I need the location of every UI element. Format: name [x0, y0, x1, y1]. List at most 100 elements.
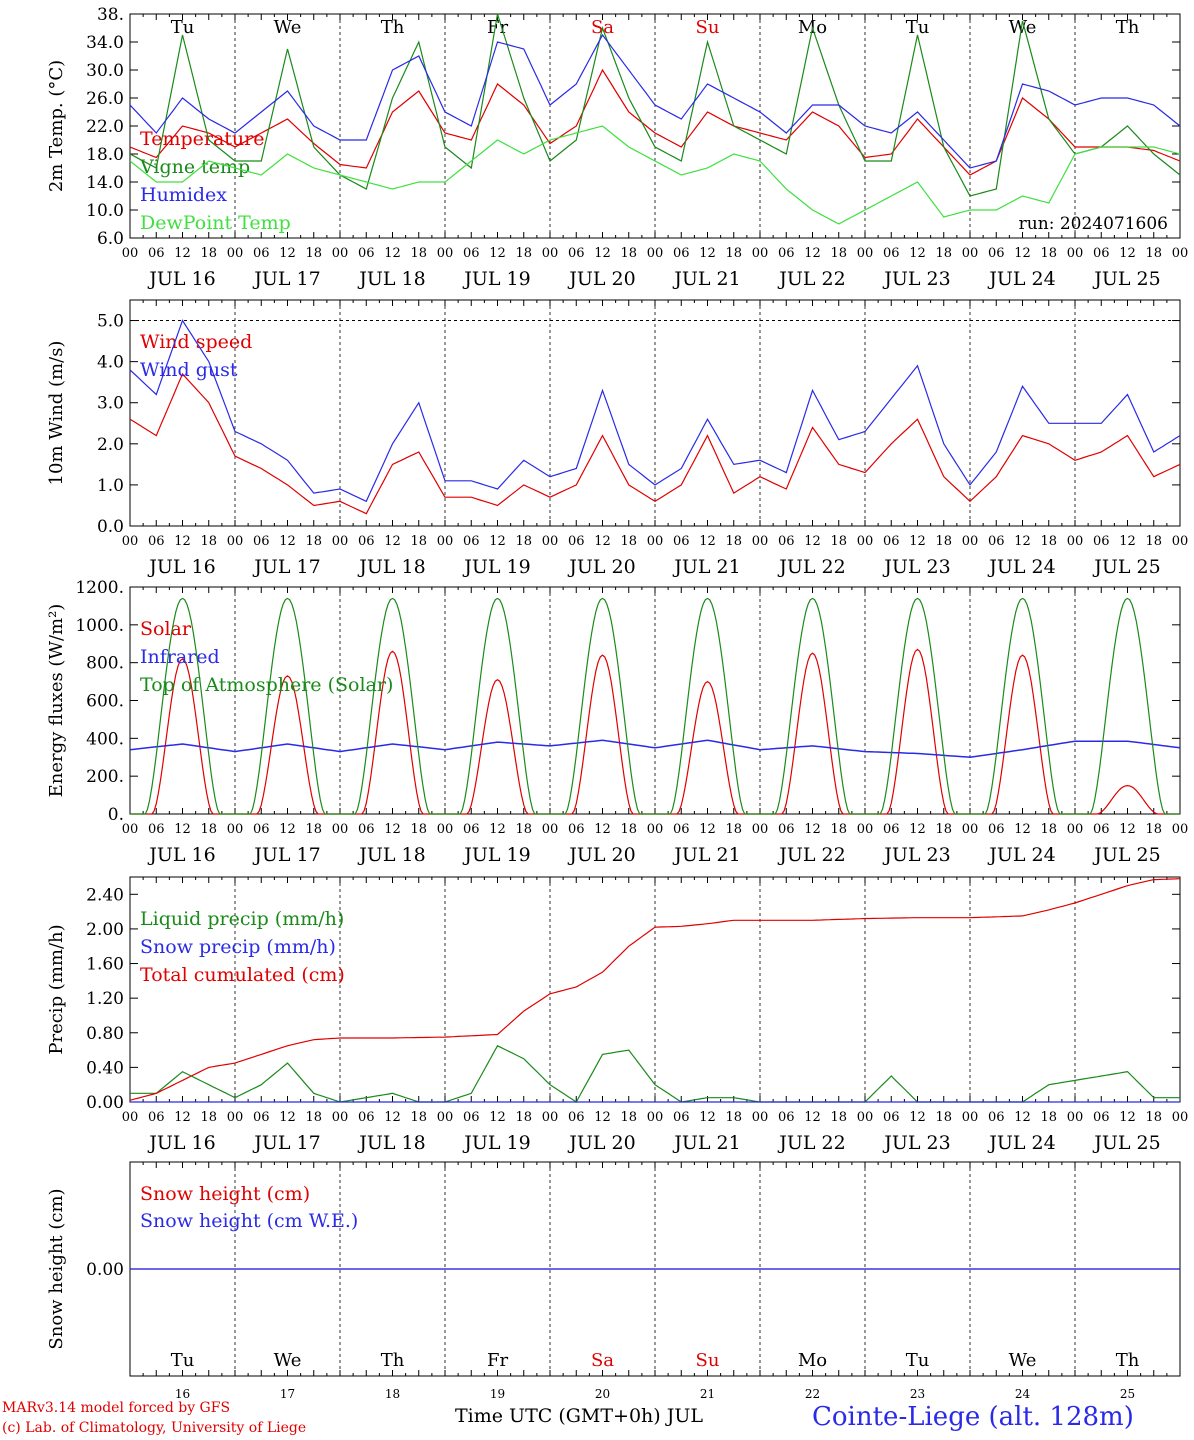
hour-tick-label: 18: [620, 534, 637, 549]
y-tick-label: 600.: [86, 692, 124, 712]
run-label: run: 2024071606: [1019, 214, 1168, 234]
legend-entry: Snow height (cm): [140, 1183, 310, 1205]
hour-tick-label: 12: [384, 534, 401, 549]
hour-tick-label: 00: [857, 246, 874, 261]
weekday-label: We: [1009, 1350, 1037, 1371]
hour-tick-label: 06: [463, 822, 480, 837]
hour-tick-label: 00: [542, 534, 559, 549]
hour-tick-label: 00: [962, 246, 979, 261]
hour-tick-label: 06: [358, 534, 375, 549]
hour-tick-label: 12: [489, 822, 506, 837]
hour-tick-label: 00: [962, 1110, 979, 1125]
hour-tick-label: 12: [1014, 534, 1031, 549]
hour-tick-label: 12: [1119, 246, 1136, 261]
hour-tick-label: 06: [778, 822, 795, 837]
weekday-label: Tu: [906, 17, 930, 38]
day-label: JUL 17: [252, 556, 320, 578]
hour-tick-label: 12: [909, 246, 926, 261]
hour-tick-label: 06: [883, 822, 900, 837]
hour-tick-label: 12: [279, 822, 296, 837]
hour-tick-label: 06: [883, 1110, 900, 1125]
hour-tick-label: 00: [962, 822, 979, 837]
hour-tick-label: 12: [174, 1110, 191, 1125]
hour-tick-label: 00: [1067, 246, 1084, 261]
hour-tick-label: 00: [752, 822, 769, 837]
hour-tick-label: 18: [1145, 534, 1162, 549]
hour-tick-label: 00: [1067, 534, 1084, 549]
day-label: JUL 20: [567, 556, 635, 578]
legend-entry: Solar: [140, 618, 192, 640]
hour-tick-label: 12: [699, 246, 716, 261]
y-tick-label: 2.00: [86, 920, 124, 940]
day-label: JUL 18: [357, 268, 425, 290]
y-tick-label: 200.: [86, 767, 124, 787]
hour-tick-label: 00: [857, 822, 874, 837]
hour-tick-label: 00: [1067, 1110, 1084, 1125]
hour-tick-label: 12: [804, 822, 821, 837]
hour-tick-label: 00: [332, 534, 349, 549]
series-line-wind-speed: [129, 372, 1181, 515]
hour-tick-label: 00: [857, 1110, 874, 1125]
hour-tick-label: 00: [437, 534, 454, 549]
hour-tick-label: 18: [200, 1110, 217, 1125]
hour-tick-label: 12: [804, 1110, 821, 1125]
day-label: JUL 23: [882, 556, 950, 578]
day-label: JUL 19: [462, 1132, 530, 1154]
hour-tick-label: 18: [1040, 246, 1057, 261]
hour-tick-label: 06: [148, 822, 165, 837]
hour-tick-label: 18: [830, 246, 847, 261]
y-tick-label: 800.: [86, 654, 124, 674]
hour-tick-label: 18: [515, 246, 532, 261]
hour-tick-label: 18: [935, 1110, 952, 1125]
day-label: JUL 16: [147, 1132, 215, 1154]
legend-entry: Temperature: [140, 128, 264, 150]
hour-tick-label: 06: [778, 246, 795, 261]
y-tick-label: 2.0: [97, 435, 124, 455]
weekday-label: Tu: [171, 1350, 195, 1371]
hour-tick-label: 00: [122, 1110, 139, 1125]
day-number: 20: [595, 1387, 610, 1401]
day-label: JUL 17: [252, 268, 320, 290]
legend-entry: Top of Atmosphere (Solar): [140, 674, 393, 696]
hour-tick-label: 06: [148, 534, 165, 549]
series-line-infrared: [129, 739, 1181, 759]
model-credit: MARv3.14 model forced by GFS: [2, 1400, 231, 1416]
panel-precip: 2.40 2.00 1.60 1.20 0.80 0.40 0.00 Precip (mm/h…: [46, 876, 1188, 1154]
panel-frame: [129, 13, 1181, 239]
hour-tick-label: 06: [463, 1110, 480, 1125]
hour-tick-label: 06: [358, 822, 375, 837]
hour-tick-label: 12: [594, 534, 611, 549]
hour-tick-label: 06: [358, 246, 375, 261]
hour-tick-label: 12: [804, 246, 821, 261]
hour-tick-label: 00: [437, 246, 454, 261]
y-tick-label: 30.0: [86, 61, 124, 81]
hour-tick-label: 00: [227, 1110, 244, 1125]
hour-tick-label: 18: [830, 822, 847, 837]
hour-tick-label: 18: [200, 822, 217, 837]
y-axis-label: 2m Temp. (°C): [46, 60, 67, 192]
hour-tick-label: 06: [988, 246, 1005, 261]
hour-tick-label: 00: [1067, 822, 1084, 837]
day-label: JUL 22: [777, 268, 845, 290]
day-number: 17: [280, 1387, 295, 1401]
hour-tick-label: 00: [647, 534, 664, 549]
y-tick-label: 18.0: [86, 145, 124, 165]
hour-tick-label: 18: [620, 246, 637, 261]
y-tick-label: 22.0: [86, 117, 124, 137]
weekday-label: Fr: [487, 17, 508, 38]
weekday-label: Sa: [591, 1350, 614, 1371]
hour-tick-label: 00: [332, 246, 349, 261]
y-tick-label: 2.40: [86, 885, 124, 905]
day-label: JUL 17: [252, 1132, 320, 1154]
hour-tick-label: 00: [752, 1110, 769, 1125]
y-tick-label: 0.00: [86, 1260, 124, 1280]
hour-tick-label: 12: [384, 822, 401, 837]
hour-tick-label: 12: [699, 1110, 716, 1125]
day-label: JUL 16: [147, 268, 215, 290]
hour-tick-label: 12: [489, 1110, 506, 1125]
hour-tick-label: 06: [988, 534, 1005, 549]
day-label: JUL 22: [777, 556, 845, 578]
hour-tick-label: 12: [1119, 1110, 1136, 1125]
y-axis-label: Precip (mm/h): [46, 924, 67, 1054]
hour-tick-label: 06: [883, 534, 900, 549]
